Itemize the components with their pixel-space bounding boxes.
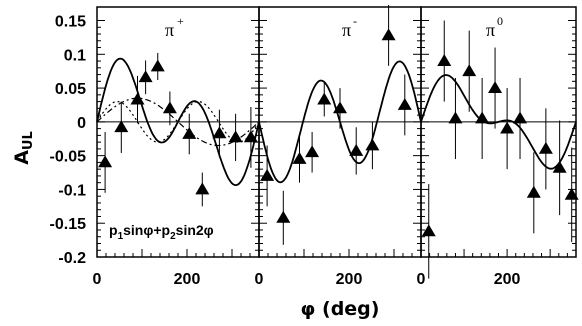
- y-tick-label: 0.15: [55, 14, 86, 31]
- data-point: [228, 130, 243, 143]
- data-point: [349, 143, 364, 156]
- data-point: [462, 64, 477, 77]
- formula-mid: sinφ+p: [123, 222, 170, 238]
- data-point: [162, 101, 177, 114]
- panel-label-charge: -: [353, 14, 357, 28]
- data-point: [513, 111, 528, 124]
- data-point: [564, 187, 579, 200]
- formula-sub2: 2: [170, 231, 176, 242]
- x-tick-label: 0: [93, 271, 102, 288]
- panel-label-pi-plus: π +: [165, 14, 184, 40]
- y-tick-label: -0.2: [58, 250, 86, 267]
- frame-layer: [96, 6, 577, 258]
- data-point: [292, 152, 307, 164]
- svg-text:p1sinφ+p2sin2φ: p1sinφ+p2sin2φ: [109, 222, 214, 242]
- data-point: [333, 101, 347, 114]
- svg-text:AUL: AUL: [11, 131, 36, 165]
- data-point: [526, 185, 541, 198]
- data-point: [437, 54, 452, 66]
- formula-sub1: 1: [118, 231, 124, 242]
- panel-label-pi-minus: π -: [342, 14, 357, 40]
- data-point: [195, 182, 210, 195]
- data-point: [150, 59, 165, 72]
- x-axis-title: φ (deg): [301, 298, 380, 320]
- panel-label-charge: +: [177, 14, 184, 28]
- data-point: [500, 121, 515, 134]
- data-point: [182, 127, 197, 139]
- panel-label-text: π: [342, 20, 351, 40]
- y-tick-label: -0.1: [58, 182, 86, 199]
- y-tick-label: -0.15: [50, 216, 87, 233]
- x-tick-label: 200: [494, 271, 521, 288]
- data-point: [475, 111, 490, 124]
- y-axis-title: AUL: [11, 131, 36, 165]
- panel-label-text: π: [165, 20, 174, 40]
- data-point: [98, 155, 113, 168]
- x-tick-label: 0: [417, 271, 426, 288]
- data-point: [488, 81, 503, 93]
- formula-p1: p: [109, 222, 118, 238]
- y-axis-title-sub: UL: [21, 131, 36, 150]
- data-point: [365, 138, 380, 151]
- data-point: [421, 224, 436, 237]
- data-point: [212, 126, 227, 139]
- ticks-layer: 0.15 0.1 0.05 0 -0.05 -0.1 -0.15 -0.2 0 200 0 200 0 2…: [50, 14, 521, 288]
- x-tick-label: 200: [336, 271, 363, 288]
- data-point: [243, 130, 258, 143]
- x-tick-label: 0: [255, 271, 264, 288]
- data-point: [381, 28, 396, 41]
- data-point: [114, 120, 129, 133]
- formula-end: sin2φ: [176, 222, 214, 238]
- data-point: [397, 97, 412, 110]
- y-axis-title-main: A: [11, 150, 33, 165]
- x-tick-label: 200: [174, 271, 201, 288]
- data-point: [538, 141, 553, 154]
- y-tick-label: 0.05: [55, 81, 86, 98]
- data-point: [317, 92, 332, 105]
- y-tick-label: 0: [77, 115, 86, 132]
- y-tick-label: -0.05: [50, 149, 87, 166]
- data-point: [260, 168, 275, 181]
- fit-formula: p1sinφ+p2sin2φ: [109, 222, 214, 242]
- panel-label-charge: 0: [497, 14, 503, 28]
- points-layer: [98, 4, 579, 279]
- panel-label-pi-zero: π 0: [486, 14, 503, 40]
- data-point: [448, 111, 463, 124]
- data-point: [130, 92, 145, 105]
- data-point: [138, 70, 153, 83]
- data-point: [276, 210, 291, 223]
- data-point: [305, 145, 320, 158]
- panel-label-text: π: [486, 20, 495, 40]
- data-point: [552, 160, 567, 173]
- y-tick-label: 0.1: [64, 47, 86, 64]
